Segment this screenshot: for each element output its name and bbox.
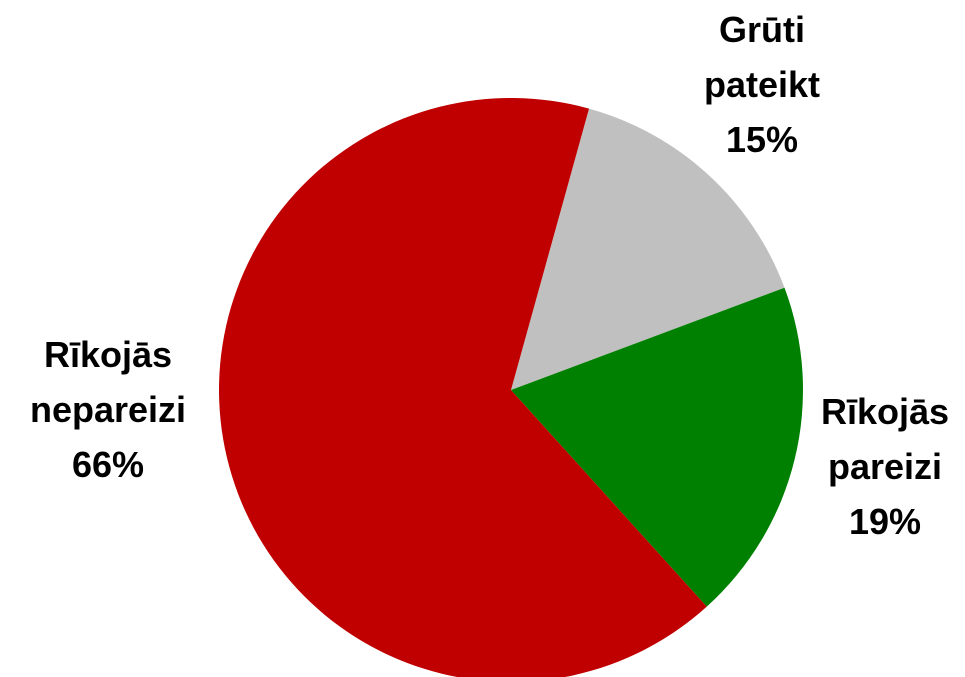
pie-slice [219, 98, 707, 677]
pie-slice [511, 287, 803, 607]
slice-label: Grūti pateikt 15% [704, 2, 820, 167]
value-label: 66% [71, 444, 145, 485]
slice-label: Rīkojās pareizi 19% [821, 384, 949, 549]
category-label: Rīkojās nepareizi [29, 334, 187, 430]
category-label: Grūti pateikt [703, 9, 821, 105]
value-label: 19% [848, 501, 922, 542]
pie-slice [511, 108, 785, 391]
value-label: 15% [725, 119, 799, 160]
slice-label: Rīkojās nepareizi 66% [30, 327, 186, 492]
category-label: Rīkojās pareizi [820, 391, 950, 487]
